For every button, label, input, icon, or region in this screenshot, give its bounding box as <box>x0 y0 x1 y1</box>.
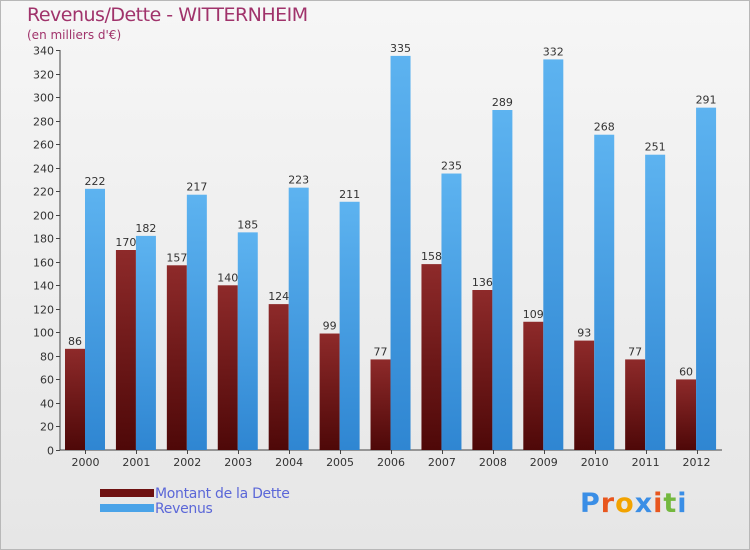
x-tick-label: 2006 <box>377 456 405 469</box>
data-label-dette: 170 <box>115 236 136 249</box>
x-tick-label: 2002 <box>173 456 201 469</box>
data-label-dette: 93 <box>577 327 591 340</box>
bar-dette <box>65 348 85 450</box>
x-tick-label: 2003 <box>224 456 252 469</box>
bar-dette <box>115 250 136 450</box>
bar-dette <box>370 359 391 450</box>
logo-letter: t <box>663 488 678 519</box>
chart-title: Revenus/Dette - WITTERNHEIM <box>27 4 308 26</box>
data-label-revenus: 251 <box>645 141 666 154</box>
bar-revenus <box>441 173 462 450</box>
bar-revenus <box>85 188 105 450</box>
data-label-revenus: 332 <box>543 45 564 58</box>
data-label-revenus: 185 <box>237 218 258 231</box>
y-tick-label: 200 <box>33 210 54 223</box>
logo-letter: r <box>600 488 616 519</box>
logo-letter: x <box>634 488 654 519</box>
data-label-revenus: 217 <box>186 181 207 194</box>
bar-revenus <box>186 194 207 450</box>
y-tick-label: 60 <box>40 374 54 387</box>
data-label-dette: 86 <box>68 335 82 348</box>
bar-dette <box>574 340 595 450</box>
x-tick-label: 2008 <box>479 456 507 469</box>
bar-dette <box>523 321 544 450</box>
y-tick-label: 260 <box>33 139 54 152</box>
x-tick-label: 2009 <box>530 456 558 469</box>
x-tick-label: 2000 <box>71 456 99 469</box>
bar-dette <box>319 333 340 450</box>
bar-dette <box>166 265 187 450</box>
logo-letter: i <box>677 488 688 519</box>
x-tick-label: 2004 <box>275 456 303 469</box>
bar-revenus <box>543 59 564 450</box>
bar-revenus <box>339 201 360 450</box>
bar-revenus <box>135 235 156 450</box>
legend-swatch-dette <box>100 489 154 497</box>
y-tick-label: 300 <box>33 92 54 105</box>
y-tick-label: 180 <box>33 233 54 246</box>
y-tick-label: 100 <box>33 327 54 340</box>
legend-label-dette: Montant de la Dette <box>155 486 290 502</box>
data-label-dette: 157 <box>166 251 187 264</box>
data-label-revenus: 291 <box>696 94 717 107</box>
data-label-dette: 140 <box>217 271 238 284</box>
data-label-revenus: 289 <box>492 96 513 109</box>
y-tick-label: 40 <box>40 398 54 411</box>
logo-letter: i <box>653 488 664 519</box>
x-tick-label: 2010 <box>581 456 609 469</box>
y-tick-label: 80 <box>40 351 54 364</box>
bar-dette <box>217 285 238 450</box>
legend-swatch-revenus <box>100 504 154 512</box>
logo-letter: o <box>615 488 635 519</box>
bar-dette <box>625 359 646 450</box>
data-label-dette: 60 <box>679 365 693 378</box>
y-tick-label: 240 <box>33 163 54 176</box>
data-label-dette: 136 <box>472 276 493 289</box>
data-label-dette: 99 <box>323 320 337 333</box>
y-tick-label: 0 <box>47 445 54 458</box>
data-label-revenus: 335 <box>390 42 411 55</box>
proxiti-logo: Proxiti <box>580 488 688 519</box>
data-label-dette: 124 <box>268 290 289 303</box>
y-tick-label: 20 <box>40 421 54 434</box>
x-tick-label: 2011 <box>632 456 660 469</box>
bar-revenus <box>288 187 309 450</box>
data-label-revenus: 182 <box>135 222 156 235</box>
bar-revenus <box>390 55 411 450</box>
data-label-revenus: 223 <box>288 174 309 187</box>
legend-label-revenus: Revenus <box>155 501 213 517</box>
data-label-revenus: 211 <box>339 188 360 201</box>
data-label-dette: 77 <box>628 345 642 358</box>
bar-revenus <box>594 134 615 451</box>
data-label-revenus: 222 <box>85 175 106 188</box>
bar-dette <box>268 304 289 450</box>
y-tick-label: 320 <box>33 69 54 82</box>
y-tick-label: 280 <box>33 116 54 129</box>
x-tick-label: 2007 <box>428 456 456 469</box>
y-tick-label: 120 <box>33 304 54 317</box>
bar-revenus <box>645 154 666 451</box>
logo-letter: P <box>580 488 601 519</box>
data-label-dette: 158 <box>421 250 442 263</box>
bar-dette <box>421 264 442 450</box>
y-tick-label: 140 <box>33 280 54 293</box>
x-tick-label: 2001 <box>122 456 150 469</box>
y-tick-label: 220 <box>33 186 54 199</box>
y-tick-label: 340 <box>33 45 54 58</box>
bar-dette <box>472 290 493 450</box>
chart-subtitle: (en milliers d'€) <box>27 28 122 42</box>
x-tick-label: 2005 <box>326 456 354 469</box>
data-label-dette: 77 <box>374 345 388 358</box>
data-label-revenus: 268 <box>594 121 615 134</box>
bar-revenus <box>237 232 258 450</box>
y-tick-label: 160 <box>33 257 54 270</box>
data-label-revenus: 235 <box>441 160 462 173</box>
bar-revenus <box>492 110 513 450</box>
bar-dette <box>676 379 697 450</box>
data-label-dette: 109 <box>523 308 544 321</box>
x-tick-label: 2012 <box>683 456 711 469</box>
bar-revenus <box>696 107 717 450</box>
